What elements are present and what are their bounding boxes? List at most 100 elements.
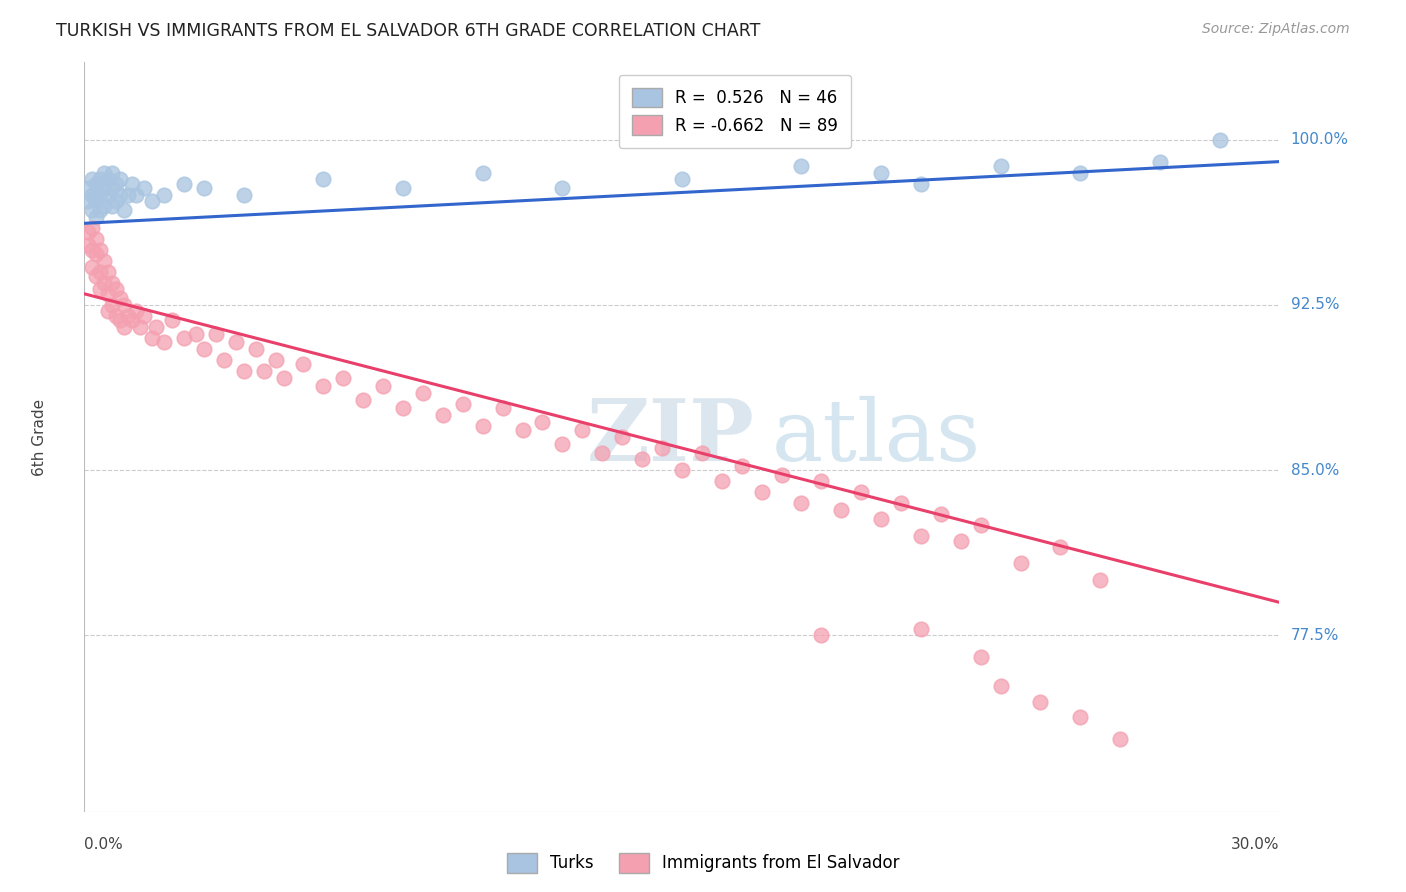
Point: [82, 260, 104, 275]
Point: [1109, 731, 1132, 746]
Legend: Turks, Immigrants from El Salvador: Turks, Immigrants from El Salvador: [501, 847, 905, 880]
Point: [82, 187, 104, 202]
Point: [93, 276, 115, 290]
Point: [770, 467, 793, 482]
Point: [531, 415, 554, 429]
Point: [1049, 541, 1071, 555]
Point: [86, 194, 108, 209]
Point: [105, 194, 128, 209]
Point: [392, 401, 415, 416]
Point: [551, 436, 574, 450]
Point: [89, 172, 111, 186]
Text: 85.0%: 85.0%: [1291, 463, 1339, 477]
Point: [86, 232, 108, 246]
Point: [86, 247, 108, 261]
Point: [121, 177, 143, 191]
Point: [929, 507, 952, 521]
Point: [671, 172, 693, 186]
Legend: R =  0.526   N = 46, R = -0.662   N = 89: R = 0.526 N = 46, R = -0.662 N = 89: [619, 75, 852, 148]
Point: [810, 628, 832, 642]
Point: [273, 370, 295, 384]
Point: [93, 199, 115, 213]
Point: [153, 187, 176, 202]
Point: [949, 533, 972, 548]
Point: [97, 172, 120, 186]
Point: [851, 485, 873, 500]
Point: [392, 181, 415, 195]
Point: [432, 408, 454, 422]
Point: [89, 203, 111, 218]
Point: [264, 353, 287, 368]
Text: TURKISH VS IMMIGRANTS FROM EL SALVADOR 6TH GRADE CORRELATION CHART: TURKISH VS IMMIGRANTS FROM EL SALVADOR 6…: [56, 22, 761, 40]
Point: [731, 458, 754, 473]
Point: [117, 187, 139, 202]
Point: [312, 379, 335, 393]
Point: [93, 181, 115, 195]
Point: [184, 326, 207, 341]
Point: [141, 331, 163, 345]
Point: [1090, 574, 1112, 588]
Point: [110, 313, 132, 327]
Point: [86, 269, 108, 284]
Point: [77, 238, 100, 252]
Point: [86, 177, 108, 191]
Point: [97, 187, 120, 202]
Point: [160, 313, 183, 327]
Text: 100.0%: 100.0%: [1291, 132, 1348, 147]
Point: [129, 319, 152, 334]
Point: [205, 326, 228, 341]
Point: [1069, 166, 1091, 180]
Text: Source: ZipAtlas.com: Source: ZipAtlas.com: [1202, 22, 1350, 37]
Point: [591, 445, 613, 459]
Point: [101, 199, 124, 213]
Point: [471, 419, 494, 434]
Point: [990, 679, 1012, 693]
Point: [671, 463, 693, 477]
Point: [870, 166, 893, 180]
Point: [101, 166, 124, 180]
Point: [89, 243, 111, 257]
Point: [1029, 694, 1052, 708]
Text: 77.5%: 77.5%: [1291, 628, 1339, 643]
Text: 92.5%: 92.5%: [1291, 297, 1339, 312]
Point: [373, 379, 395, 393]
Point: [232, 364, 254, 378]
Point: [97, 265, 120, 279]
Point: [631, 452, 654, 467]
Point: [232, 187, 254, 202]
Point: [112, 319, 135, 334]
Text: ZIP: ZIP: [586, 395, 754, 479]
Point: [225, 335, 247, 350]
Point: [970, 650, 993, 665]
Point: [571, 424, 593, 438]
Point: [82, 172, 104, 186]
Text: 0.0%: 0.0%: [84, 837, 124, 852]
Point: [86, 187, 108, 202]
Point: [110, 187, 132, 202]
Point: [86, 210, 108, 224]
Point: [870, 511, 893, 525]
Point: [97, 304, 120, 318]
Point: [451, 397, 474, 411]
Point: [77, 181, 100, 195]
Point: [132, 309, 156, 323]
Point: [105, 282, 128, 296]
Point: [1149, 154, 1171, 169]
Point: [910, 177, 932, 191]
Point: [173, 331, 195, 345]
Point: [890, 496, 912, 510]
Point: [77, 194, 100, 209]
Point: [212, 353, 235, 368]
Point: [245, 342, 267, 356]
Point: [93, 253, 115, 268]
Point: [82, 203, 104, 218]
Point: [82, 220, 104, 235]
Point: [612, 430, 634, 444]
Point: [790, 496, 813, 510]
Point: [121, 313, 143, 327]
Point: [790, 159, 813, 173]
Point: [830, 503, 852, 517]
Point: [512, 424, 534, 438]
Point: [101, 276, 124, 290]
Text: 30.0%: 30.0%: [1232, 837, 1279, 852]
